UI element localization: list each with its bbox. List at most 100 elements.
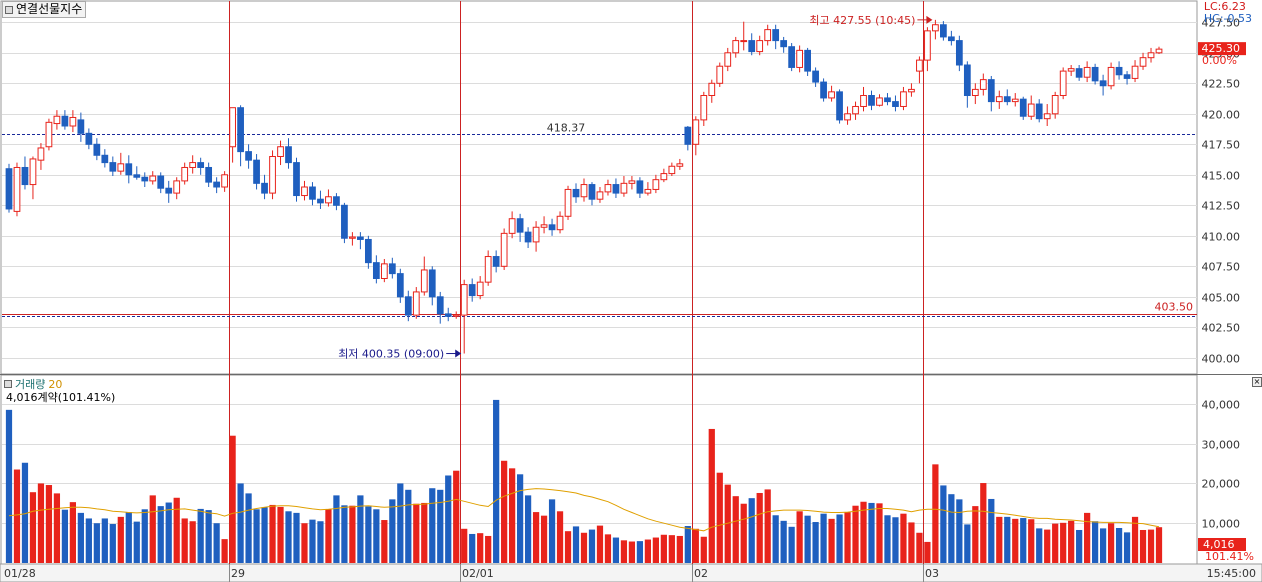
volume-bar bbox=[852, 505, 859, 563]
volume-bar bbox=[21, 462, 29, 563]
candle-body bbox=[1155, 48, 1163, 54]
candle-body bbox=[372, 262, 380, 280]
candle-body bbox=[524, 231, 532, 243]
volume-bar bbox=[692, 528, 699, 563]
volume-bar bbox=[876, 503, 883, 563]
candle-body bbox=[828, 91, 835, 99]
volume-menu-icon[interactable] bbox=[4, 380, 12, 388]
low-arrow-icon bbox=[455, 349, 462, 358]
volume-bar bbox=[796, 511, 803, 563]
volume-bar bbox=[309, 519, 316, 563]
candle-body bbox=[995, 96, 1003, 103]
x-axis-label: 02/01 bbox=[462, 567, 494, 580]
candle-body bbox=[732, 40, 740, 54]
volume-bar bbox=[429, 488, 436, 563]
volume-bar bbox=[1028, 519, 1035, 563]
candle-body bbox=[1091, 66, 1099, 82]
volume-bar bbox=[381, 520, 388, 563]
volume-bar bbox=[253, 509, 260, 563]
candle-body bbox=[460, 284, 468, 316]
candle-body bbox=[612, 184, 620, 194]
candle-body bbox=[852, 105, 859, 115]
x-axis-bar bbox=[0, 563, 1262, 582]
volume-bar bbox=[277, 506, 284, 563]
volume-bar bbox=[1092, 521, 1099, 563]
candle-body bbox=[404, 296, 412, 316]
volume-bar bbox=[269, 504, 276, 563]
candle-body bbox=[29, 158, 37, 186]
price-tick-label: 412.50 bbox=[1202, 200, 1241, 213]
price-tick-label: 402.50 bbox=[1202, 322, 1241, 335]
candle-body bbox=[364, 238, 372, 264]
volume-bar bbox=[548, 499, 556, 563]
candle-body bbox=[1075, 68, 1083, 78]
candle-body bbox=[636, 180, 644, 194]
volume-bar bbox=[700, 536, 707, 563]
price-panel-frame bbox=[0, 0, 1198, 375]
volume-bar bbox=[804, 515, 811, 563]
candle-body bbox=[476, 281, 484, 297]
volume-bar bbox=[1155, 527, 1163, 563]
high-annotation: 최고 427.55 (10:45) bbox=[809, 14, 915, 27]
panel-title[interactable]: 연결선물지수 bbox=[2, 1, 87, 18]
candle-body bbox=[1131, 65, 1139, 79]
volume-bar bbox=[812, 522, 819, 563]
volume-bar bbox=[564, 531, 572, 563]
candle-body bbox=[45, 121, 53, 148]
candle-body bbox=[221, 174, 228, 188]
volume-bar bbox=[516, 474, 524, 563]
candle-body bbox=[412, 291, 420, 316]
candle-body bbox=[341, 204, 348, 239]
candle-body bbox=[61, 115, 69, 127]
volume-bar bbox=[684, 526, 691, 563]
volume-bar bbox=[261, 507, 268, 563]
candle-body bbox=[572, 188, 580, 198]
volume-bar bbox=[988, 498, 995, 563]
volume-bar bbox=[836, 514, 843, 563]
candle-body bbox=[125, 163, 133, 176]
volume-bar bbox=[884, 515, 891, 563]
candle-body bbox=[181, 166, 189, 182]
candle-body bbox=[844, 113, 851, 121]
volume-bar bbox=[189, 521, 196, 563]
candle-body bbox=[197, 162, 205, 168]
reference-line-1-label: 418.37 bbox=[547, 122, 586, 135]
candle-body bbox=[301, 186, 308, 197]
volume-legend[interactable]: 거래량 20 bbox=[4, 376, 62, 392]
lc-hc-readout: LC:6.23 HC:-0.53 bbox=[1204, 1, 1252, 25]
candle-body bbox=[213, 181, 221, 188]
candle-body bbox=[333, 196, 340, 206]
volume-bar bbox=[972, 506, 979, 563]
candle-body bbox=[908, 88, 915, 93]
volume-bar bbox=[1020, 518, 1027, 563]
candle-body bbox=[37, 147, 45, 161]
panel-menu-icon[interactable] bbox=[5, 5, 13, 14]
volume-bar bbox=[285, 511, 292, 563]
candle-body bbox=[884, 97, 891, 103]
volume-bar bbox=[509, 468, 516, 563]
candle-body bbox=[508, 218, 516, 234]
candle-body bbox=[708, 82, 716, 97]
candle-body bbox=[357, 236, 364, 240]
volume-tick-label: 10,000 bbox=[1202, 518, 1241, 531]
candle-body bbox=[444, 313, 452, 317]
candle-body bbox=[205, 166, 213, 183]
candle-body bbox=[237, 107, 244, 153]
candle-body bbox=[900, 91, 907, 107]
volume-bar bbox=[453, 470, 460, 563]
volume-bar bbox=[868, 502, 875, 563]
volume-bar bbox=[652, 537, 659, 563]
volume-bar bbox=[556, 511, 564, 563]
volume-bar bbox=[197, 508, 204, 563]
volume-tick-label: 40,000 bbox=[1202, 399, 1241, 412]
candle-body bbox=[740, 40, 748, 43]
candle-body bbox=[1027, 103, 1035, 117]
volume-bar bbox=[1036, 528, 1043, 563]
volume-bar bbox=[788, 526, 795, 563]
x-axis-label: 03 bbox=[925, 567, 939, 580]
close-icon[interactable]: × bbox=[1252, 377, 1262, 387]
candle-body bbox=[13, 166, 21, 212]
volume-bar bbox=[293, 512, 300, 563]
volume-tag: 4,016 bbox=[1203, 538, 1235, 551]
volume-tick-label: 30,000 bbox=[1202, 439, 1241, 452]
